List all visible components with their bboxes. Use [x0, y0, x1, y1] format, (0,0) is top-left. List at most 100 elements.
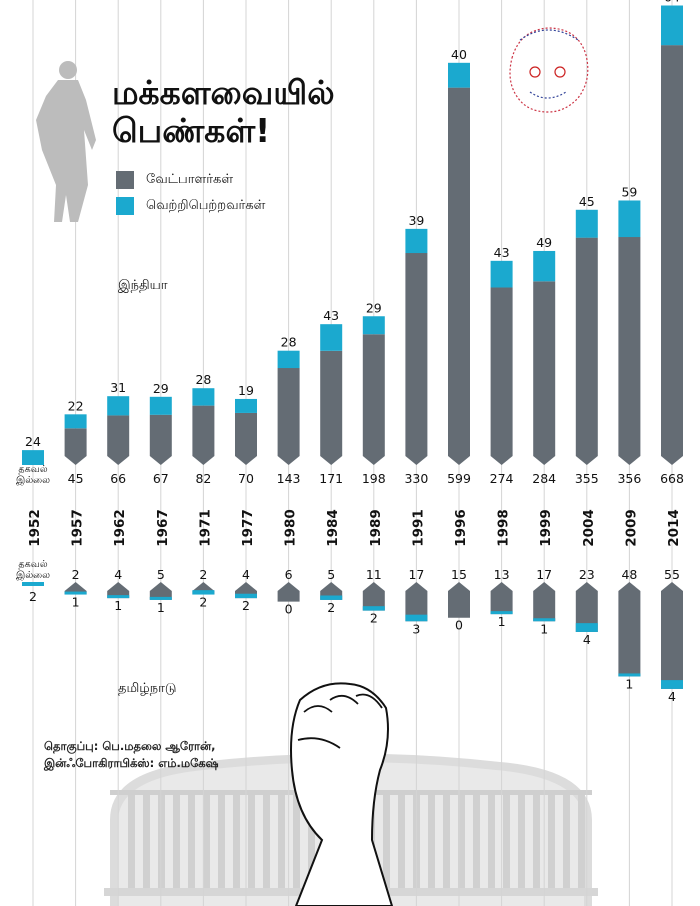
tn-winners-bar — [64, 591, 87, 595]
india-candidates-label: 198 — [362, 471, 386, 486]
year-label: 1999 — [538, 509, 554, 547]
tn-candidates-label: 11 — [366, 567, 382, 582]
india-candidates-bar — [320, 350, 343, 465]
tn-winners-bar — [575, 623, 598, 632]
tn-winners-bar — [320, 595, 343, 600]
india-candidates-bar — [448, 87, 470, 466]
india-winners-bar — [533, 250, 556, 282]
year-label: 1957 — [70, 509, 86, 547]
india-candidates-bar — [533, 281, 556, 465]
india-winners-bar — [661, 5, 683, 46]
parliament-column — [458, 795, 465, 890]
silhouette-head — [59, 61, 77, 79]
tn-winners-bar — [405, 614, 428, 622]
india-candidates-bar — [192, 405, 215, 465]
no-info-label: தகவல் — [18, 464, 47, 475]
tn-candidates-label: 17 — [536, 567, 552, 582]
tn-candidates-label: 4 — [242, 567, 250, 582]
tn-winners-bar — [490, 611, 513, 615]
india-candidates-label: 330 — [404, 471, 428, 486]
india-candidates-bar — [64, 428, 87, 465]
parliament-column — [218, 795, 225, 890]
india-winners-label: 29 — [366, 300, 382, 315]
parliament-column — [488, 795, 495, 890]
india-winners-bar — [192, 388, 215, 406]
india-winners-bar — [149, 396, 172, 415]
india-winners-label: 43 — [323, 308, 339, 323]
india-winners-label: 40 — [451, 47, 467, 62]
parliament-column — [143, 795, 150, 890]
tn-winners-label: 1 — [498, 614, 506, 629]
tamilnadu-chart: தகவல்இல்லை221415122426052112173150131171… — [16, 559, 683, 704]
india-candidates-label: 274 — [490, 471, 514, 486]
face-eye — [554, 66, 566, 78]
tn-candidates-label: 23 — [579, 567, 595, 582]
year-axis: 1952 1957 1962 1967 1971 1977 1980 1984 1989 1991… — [27, 509, 682, 547]
parliament-column — [473, 795, 480, 890]
tn-winners-label: 2 — [370, 611, 378, 626]
india-winners-label: 43 — [494, 245, 510, 260]
india-winners-bar — [448, 62, 470, 88]
india-candidates-label: 599 — [447, 471, 471, 486]
india-candidates-bar — [235, 412, 257, 465]
india-candidates-label: 67 — [153, 471, 169, 486]
tn-winners-label: 4 — [668, 689, 676, 704]
india-candidates-label: 143 — [277, 471, 301, 486]
tn-candidates-label: 2 — [199, 567, 207, 582]
india-winners-bar — [575, 209, 598, 238]
parliament-column — [203, 795, 210, 890]
india-winners-bar — [618, 200, 641, 238]
year-label: 2014 — [666, 509, 682, 547]
parliament-column — [128, 795, 135, 890]
parliament-column — [428, 795, 435, 890]
credits: தொகுப்பு: பெ.மதலை ஆரோன், இன்ஃபோகிராபிக்ஸ… — [44, 738, 219, 771]
tn-candidates-label: 5 — [157, 567, 165, 582]
tn-candidates-bar — [64, 582, 87, 595]
tn-candidates-bar — [320, 582, 343, 600]
tn-candidates-bar — [277, 582, 300, 602]
year-label: 1980 — [283, 509, 299, 547]
tn-winners-bar — [235, 593, 257, 599]
india-winners-label: 29 — [153, 381, 169, 396]
tn-candidates-bar — [490, 582, 513, 615]
raised-fist-icon — [290, 682, 394, 906]
page-title-line1: மக்களவையில் — [112, 73, 335, 112]
parliament-column — [278, 795, 285, 890]
tn-winners-bar — [661, 680, 683, 689]
india-candidates-label: 356 — [617, 471, 641, 486]
tn-winners-bar — [107, 595, 130, 599]
india-candidates-label: 82 — [195, 471, 211, 486]
india-candidates-label: 668 — [660, 471, 684, 486]
india-candidates-bar — [618, 237, 641, 465]
tn-candidates-bar — [618, 582, 641, 677]
india-candidates-label: 171 — [319, 471, 343, 486]
tn-candidates-bar — [149, 582, 172, 600]
tn-winners-label: 1 — [625, 676, 633, 691]
face-mouth — [529, 91, 567, 99]
parliament-column — [533, 795, 540, 890]
india-winners-bar — [235, 398, 257, 413]
parliament-column — [188, 795, 195, 890]
india-winners-label: 24 — [25, 434, 41, 449]
legend-candidates: வேட்பாளர்கள் — [116, 170, 233, 190]
no-info-label: இல்லை — [16, 475, 50, 486]
credits-infographics: இன்ஃபோகிராபிக்ஸ்: எம்.மகேஷ் — [44, 755, 219, 770]
tn-candidates-bar — [362, 582, 385, 611]
year-label: 1996 — [453, 509, 469, 547]
tn-winners-label: 2 — [29, 589, 37, 604]
tn-candidates-bar — [405, 582, 428, 622]
tn-winners-label: 0 — [455, 618, 463, 633]
credits-compiler: தொகுப்பு: பெ.மதலை ஆரோன், — [44, 739, 216, 753]
india-candidates-label: 45 — [68, 471, 84, 486]
parliament-column — [578, 795, 585, 890]
tn-candidates-bar — [533, 582, 556, 622]
region-label-tamilnadu: தமிழ்நாடு — [118, 681, 177, 696]
tn-winners-label: 3 — [412, 621, 420, 636]
fist-fingers — [297, 693, 383, 749]
tn-winners-bar — [362, 606, 385, 611]
tn-winners-bar — [533, 618, 556, 622]
india-winners-bar — [320, 324, 343, 351]
face-eye — [529, 66, 541, 78]
parliament-column — [263, 795, 270, 890]
